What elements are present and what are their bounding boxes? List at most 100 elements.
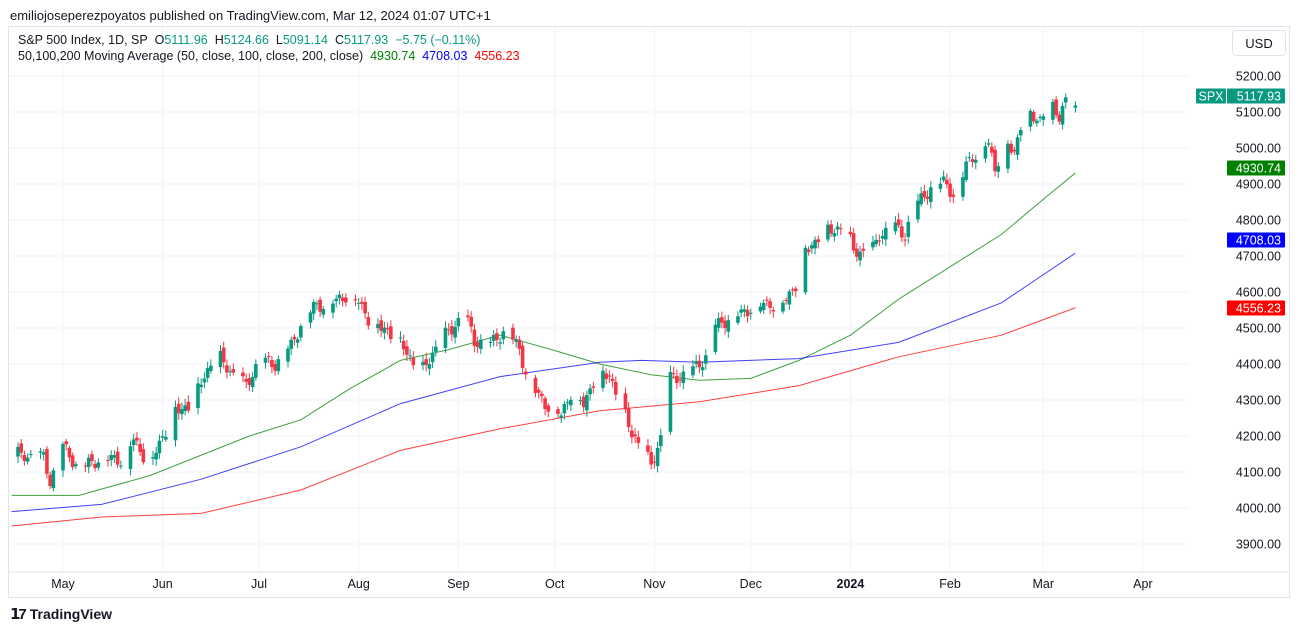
candle [996,162,1001,179]
candle-body [678,379,682,381]
candle-body [19,443,24,453]
candle [340,293,345,307]
candle-body [543,398,547,410]
y-tick-label: 4200.00 [1236,430,1281,444]
candle-body [945,179,949,185]
x-tick-label: Sep [447,577,469,591]
candle [559,412,563,424]
candle-body [427,364,432,369]
candle-body [318,299,322,312]
candle [151,450,155,466]
candle-body [244,378,248,382]
candle [495,328,499,347]
candle-body [781,302,785,312]
open-value: 5111.96 [164,33,208,47]
candle-body [745,309,750,317]
candle [569,396,573,411]
candle [273,360,277,376]
candle [221,341,226,369]
candle-body [382,327,387,334]
candle [25,453,30,465]
candle [565,398,570,410]
candle-body [758,306,763,312]
candle [655,441,660,473]
candle [896,212,901,229]
candle-body [623,393,628,410]
candle-body [691,366,695,376]
candle-body [925,196,930,199]
candle [202,372,207,389]
candle-body [652,461,657,463]
candle [1035,118,1039,127]
candle [176,397,181,420]
candle [164,430,168,442]
candle [247,373,252,392]
candle [427,357,432,376]
candle [858,246,862,267]
candle-body [186,401,191,411]
candle-body [973,159,978,163]
candle [244,373,248,389]
candle [970,153,975,168]
candle [266,351,271,363]
last-price-tag: 5117.93 [1227,88,1285,104]
candle [209,359,213,374]
y-tick-label: 4700.00 [1236,250,1281,264]
candle [1015,134,1020,161]
candle-body [401,340,406,350]
candle [472,323,477,353]
candle-body [209,365,213,372]
candle [700,361,705,377]
candle [270,355,274,374]
candle-body [1018,129,1023,136]
candle-body [450,326,454,335]
candle-body [851,233,856,251]
candle-body [816,239,821,243]
candle-body [331,303,335,313]
candle-body [340,297,345,302]
candle-body [67,447,72,458]
candle-body [671,373,676,375]
candle-body [906,221,911,237]
candle-body [356,302,361,304]
candle [697,354,702,374]
candle-body [861,248,866,251]
candle [135,431,139,446]
candle [745,305,750,323]
candle-body [581,396,586,408]
candle-body [254,364,258,378]
candle [70,452,75,471]
candle [119,460,123,470]
candle-body [700,367,705,371]
candle-body [771,310,776,312]
candle-body [292,336,297,340]
candle [675,369,679,389]
candle [948,177,952,203]
candle-body [893,222,898,232]
candle-body [70,455,75,468]
candle [83,462,88,473]
candle [736,311,740,326]
candle-body [922,191,927,198]
candle-body [790,289,795,291]
candle [360,296,364,311]
candle-body [871,241,875,248]
candle [1060,102,1065,130]
currency-button[interactable]: USD [1232,30,1286,56]
candle-body [803,247,808,293]
candle [581,392,586,413]
candle-body [983,146,988,159]
candle [922,184,927,202]
candle-body [858,251,862,261]
candle-body [119,465,123,467]
candle [218,344,223,374]
candle [739,304,743,317]
candle-body [443,327,448,348]
candle [337,290,342,305]
candle-body [315,303,319,305]
candle-body [430,352,435,363]
candle-body [630,430,634,438]
candle [491,329,496,347]
candle-body [424,359,428,366]
